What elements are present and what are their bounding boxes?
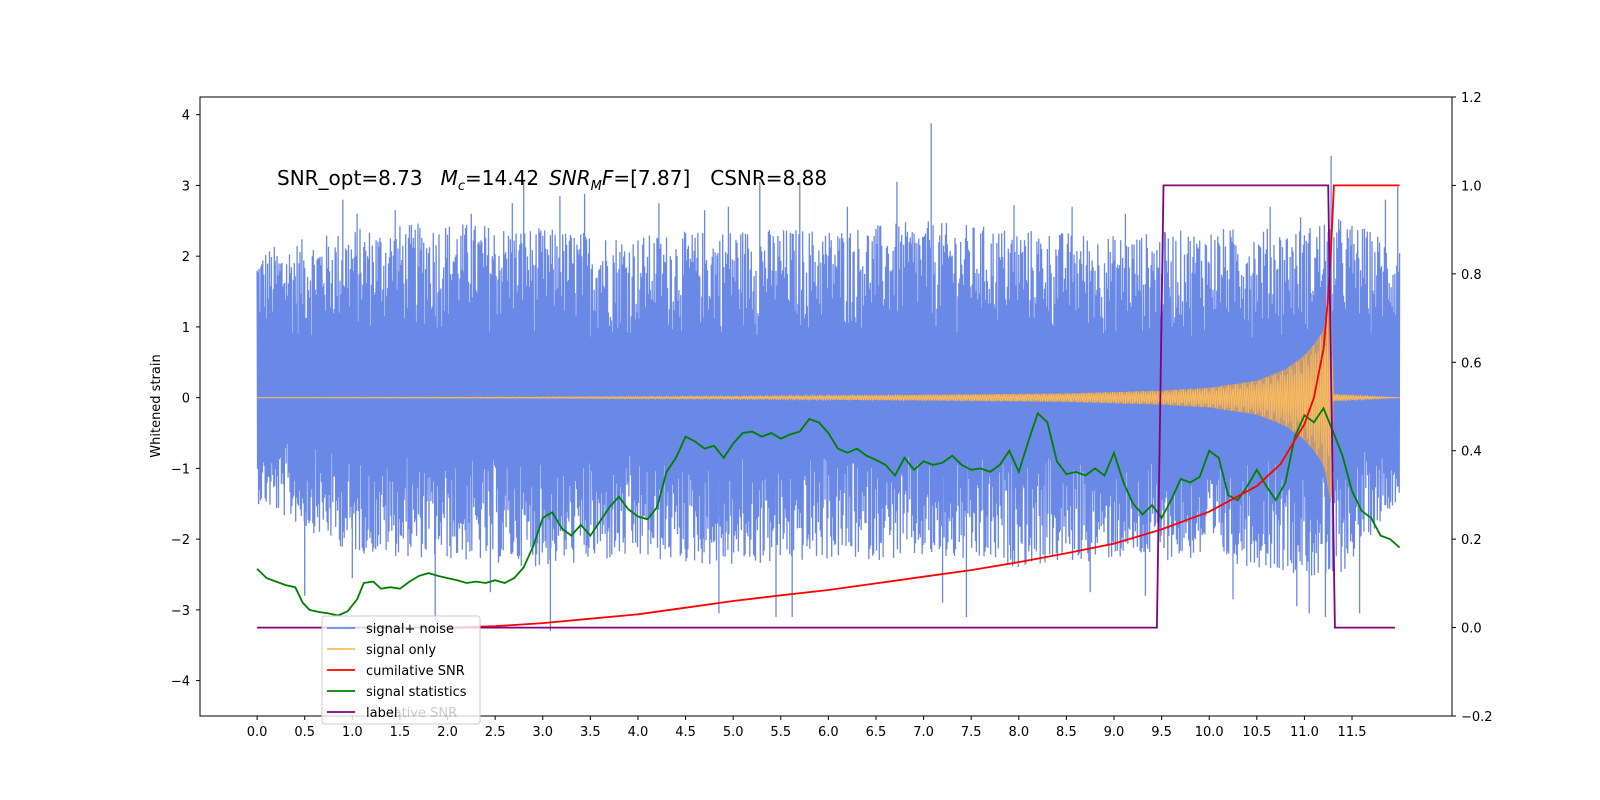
series-cumulative-snr [447,184,1400,629]
annotation-snr-opt: SNR_opt=8.73 [277,166,423,190]
x-tick-label: 0.5 [294,725,315,740]
x-tick-label: 9.0 [1104,725,1125,740]
annotation-snrmf-f: F [602,166,614,190]
y-right-tick-label: 1.0 [1461,179,1482,194]
y-right-tick-label: 0.4 [1461,445,1482,460]
legend-entry-label: signal only [366,643,436,658]
y-right-tick-label: 1.2 [1461,91,1482,106]
y-left-tick-label: −2 [171,533,190,548]
legend-entry-label: signal+ noise [366,622,454,637]
legend-entry-label: cumilative SNR [366,664,465,679]
legend: signal+ noise signal only cumilative SNR si… [321,615,481,725]
x-tick-label: 4.5 [675,725,696,740]
annotation-snrmf-symbol: SNR [549,166,591,190]
annotation-csnr: CSNR=8.88 [710,166,827,190]
x-tick-label: 0.0 [247,725,268,740]
y-right-tick-label: 0.8 [1461,268,1482,283]
x-tick-label: 8.5 [1056,725,1077,740]
y-right-tick-label: −0.2 [1461,710,1493,725]
legend-box [321,615,481,725]
x-tick-label: 6.0 [818,725,839,740]
legend-ghost-text: lative SNR [390,706,457,721]
y-left-tick-label: 4 [182,109,190,124]
y-left-tick-label: 2 [182,250,190,265]
annotation-snrmf-sub: M [591,179,602,194]
x-tick-label: 7.5 [961,725,982,740]
x-tick-label: 2.0 [437,725,458,740]
annotation-mc-symbol: M [441,166,458,190]
series-signal-noise [256,123,1401,632]
x-tick-label: 11.0 [1290,725,1319,740]
series-signal-statistics [256,406,1401,617]
x-tick-label: 7.0 [913,725,934,740]
y-left-tick-label: 3 [182,179,190,194]
plot-frame [199,96,1453,717]
series-label [257,184,1395,629]
x-tick-label: 1.0 [342,725,363,740]
legend-entry-label: label [366,706,397,721]
x-tick-label: 8.0 [1008,725,1029,740]
y-left-tick-label: 1 [182,321,190,336]
chart-annotation: SNR_opt=8.73 Mc=14.42 SNRMF=[7.87] CSNR=8.8… [277,166,827,194]
y-left-tick-label: −3 [171,604,190,619]
x-tick-label: 9.5 [1151,725,1172,740]
y-left-tick-label: −1 [171,462,190,477]
y-right-tick-label: 0.0 [1461,622,1482,637]
series-signal-only [256,304,1400,499]
x-tick-label: 4.0 [628,725,649,740]
x-tick-label: 10.5 [1242,725,1271,740]
x-tick-label: 11.5 [1338,725,1367,740]
legend-entry-label: signal statistics [366,685,467,700]
annotation-snrmf-value: =[7.87] [613,166,690,190]
y-left-tick-label: −4 [171,675,190,690]
y-axis-label-left: Whitened strain [149,354,164,457]
x-tick-label: 5.0 [723,725,744,740]
x-tick-label: 6.5 [866,725,887,740]
x-tick-label: 10.0 [1195,725,1224,740]
x-tick-label: 1.5 [390,725,411,740]
x-tick-label: 3.0 [532,725,553,740]
x-tick-label: 3.5 [580,725,601,740]
y-left-tick-label: 0 [182,392,190,407]
x-tick-label: 5.5 [770,725,791,740]
x-tick-label: 2.5 [485,725,506,740]
annotation-mc-sub: c [458,179,465,194]
annotation-mc-value: =14.42 [465,166,539,190]
y-right-tick-label: 0.2 [1461,533,1482,548]
y-right-tick-label: 0.6 [1461,356,1482,371]
